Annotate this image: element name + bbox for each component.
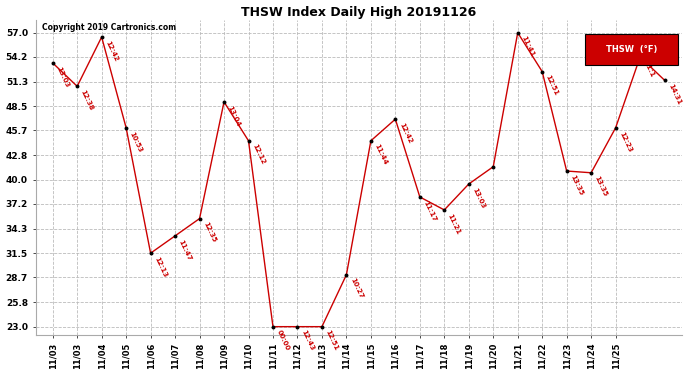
Point bbox=[268, 324, 279, 330]
Text: 14:31: 14:31 bbox=[667, 83, 682, 106]
Title: THSW Index Daily High 20191126: THSW Index Daily High 20191126 bbox=[241, 6, 476, 18]
Point bbox=[561, 168, 572, 174]
Text: 13:35: 13:35 bbox=[569, 174, 584, 196]
Point bbox=[488, 164, 499, 170]
Point bbox=[586, 170, 597, 176]
Point bbox=[610, 125, 621, 131]
Point bbox=[341, 272, 352, 278]
Text: 12:23: 12:23 bbox=[618, 130, 633, 153]
Text: 12:42: 12:42 bbox=[398, 122, 413, 144]
Text: 12:38: 12:38 bbox=[79, 89, 95, 111]
Text: 11:47: 11:47 bbox=[177, 238, 193, 261]
Text: 10:53: 10:53 bbox=[128, 130, 144, 153]
Point bbox=[292, 324, 303, 330]
FancyBboxPatch shape bbox=[585, 34, 678, 66]
Point bbox=[365, 138, 376, 144]
Text: 11:17: 11:17 bbox=[422, 200, 437, 222]
Point bbox=[317, 324, 328, 330]
Point bbox=[659, 77, 670, 83]
Point bbox=[194, 216, 205, 222]
Point bbox=[439, 207, 450, 213]
Text: 13:04: 13:04 bbox=[226, 105, 242, 127]
Point bbox=[72, 83, 83, 89]
Point bbox=[463, 181, 474, 187]
Point bbox=[47, 60, 58, 66]
Point bbox=[635, 54, 646, 60]
Point bbox=[414, 194, 425, 200]
Text: THSW  (°F): THSW (°F) bbox=[606, 45, 658, 54]
Text: Copyright 2019 Cartronics.com: Copyright 2019 Cartronics.com bbox=[42, 23, 176, 32]
Point bbox=[390, 116, 401, 122]
Point bbox=[96, 34, 107, 40]
Text: 13:35: 13:35 bbox=[593, 176, 609, 198]
Text: 13:03: 13:03 bbox=[55, 66, 70, 88]
Point bbox=[537, 69, 548, 75]
Text: 12:51: 12:51 bbox=[544, 74, 560, 97]
Text: 13:03: 13:03 bbox=[471, 187, 486, 209]
Text: 12:43: 12:43 bbox=[300, 329, 315, 352]
Text: 12:35: 12:35 bbox=[202, 221, 217, 244]
Text: 11:44: 11:44 bbox=[373, 143, 388, 166]
Point bbox=[512, 30, 523, 36]
Text: 00:00: 00:00 bbox=[275, 329, 290, 352]
Point bbox=[121, 125, 132, 131]
Point bbox=[170, 233, 181, 239]
Text: 11:21: 11:21 bbox=[446, 213, 462, 235]
Point bbox=[145, 250, 156, 256]
Text: 12:42: 12:42 bbox=[104, 40, 119, 62]
Point bbox=[243, 138, 254, 144]
Text: 11:1: 11:1 bbox=[642, 60, 655, 78]
Text: 12:51: 12:51 bbox=[324, 329, 339, 352]
Text: 12:12: 12:12 bbox=[251, 143, 266, 166]
Text: 12:13: 12:13 bbox=[153, 256, 168, 278]
Text: 11:41: 11:41 bbox=[520, 35, 535, 58]
Point bbox=[219, 99, 230, 105]
Text: 10:27: 10:27 bbox=[349, 278, 364, 300]
